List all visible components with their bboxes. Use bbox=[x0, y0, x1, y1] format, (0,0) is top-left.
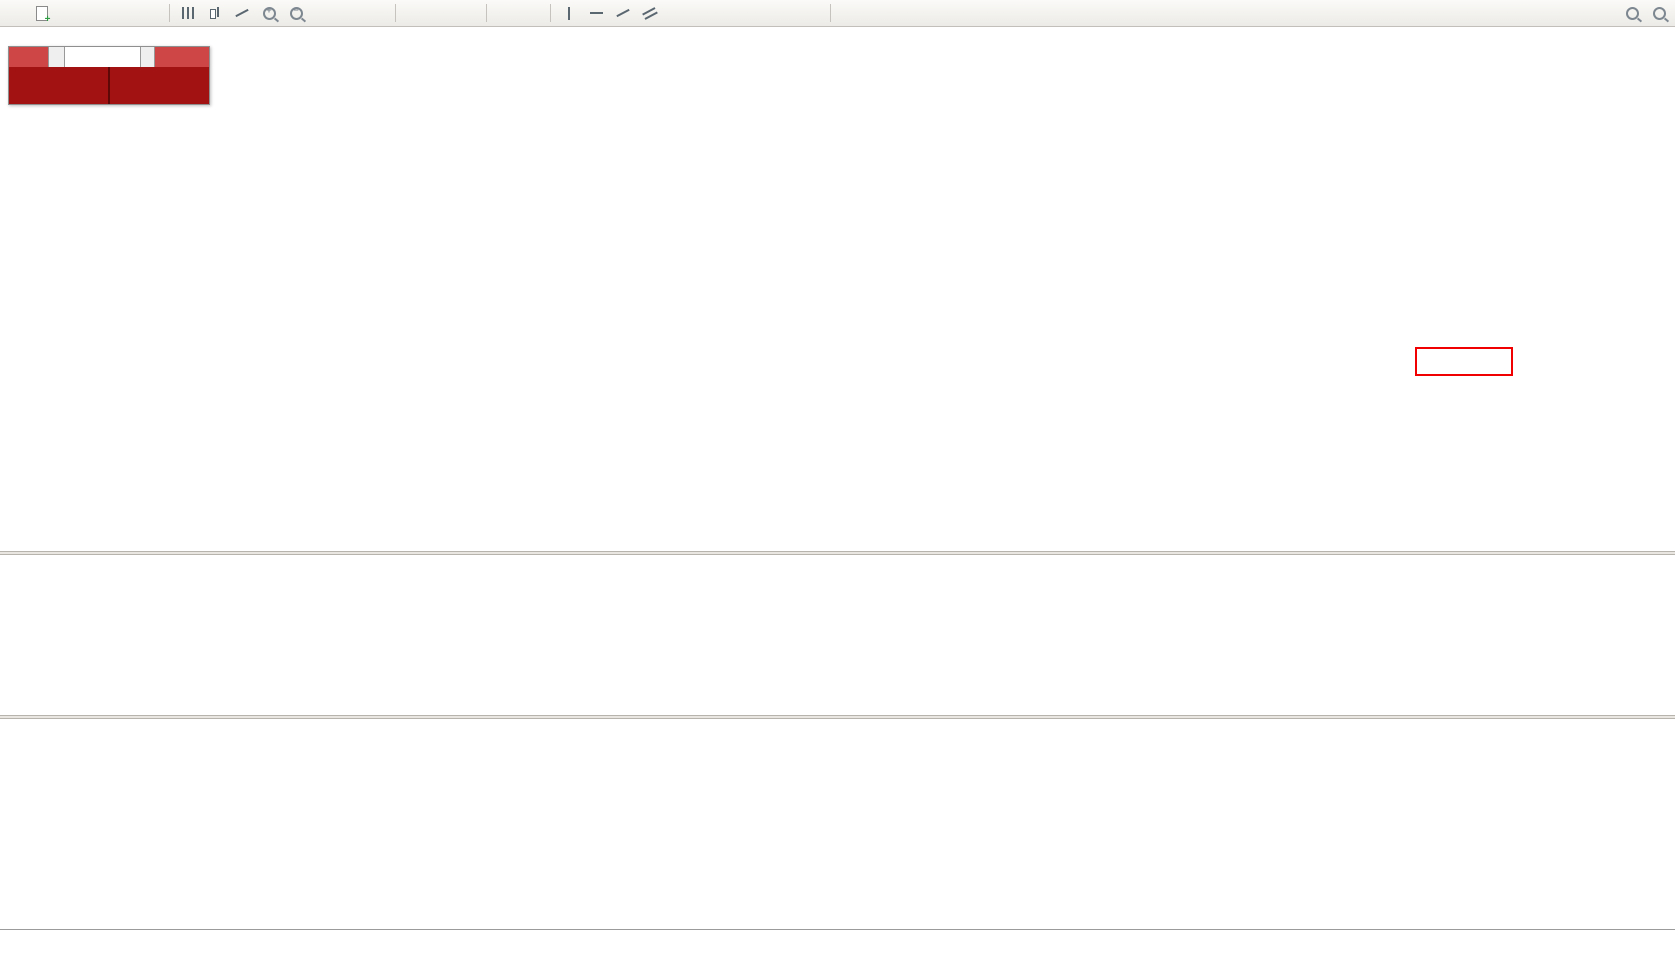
templates-button[interactable] bbox=[455, 2, 481, 24]
channel-icon bbox=[642, 6, 658, 20]
tf-m30[interactable] bbox=[881, 9, 895, 17]
candlestick-chart-icon bbox=[210, 6, 220, 20]
main-chart-canvas[interactable] bbox=[0, 27, 1675, 551]
label-tool-button[interactable] bbox=[745, 2, 771, 24]
volume-down-icon[interactable] bbox=[141, 57, 155, 67]
horizontal-line-icon bbox=[589, 12, 603, 14]
chart-search-button[interactable] bbox=[1619, 2, 1645, 24]
cursor-button[interactable] bbox=[492, 2, 518, 24]
indicators-button[interactable] bbox=[401, 2, 427, 24]
crosshair-button[interactable] bbox=[519, 2, 545, 24]
panel-resize-handle-macd[interactable] bbox=[0, 551, 1675, 555]
tf-h1[interactable] bbox=[896, 9, 910, 17]
zoom-in-button[interactable]: + bbox=[256, 2, 282, 24]
fibonacci-button[interactable] bbox=[691, 2, 717, 24]
tf-m5[interactable] bbox=[851, 9, 865, 17]
tf-m1[interactable] bbox=[836, 9, 850, 17]
bar-chart-icon bbox=[182, 7, 194, 19]
tf-mn[interactable] bbox=[956, 9, 970, 17]
zoom-out-icon: − bbox=[289, 5, 303, 20]
pitchfork-button[interactable] bbox=[664, 2, 690, 24]
panel-resize-handle-rsi[interactable] bbox=[0, 715, 1675, 719]
text-tool-button[interactable] bbox=[718, 2, 744, 24]
tile-windows-button[interactable] bbox=[310, 2, 336, 24]
volume-up-icon[interactable] bbox=[141, 47, 155, 57]
channel-button[interactable] bbox=[637, 2, 663, 24]
sell-button[interactable] bbox=[9, 47, 49, 67]
market-watch-button[interactable] bbox=[57, 2, 83, 24]
chart-scroll-button[interactable] bbox=[1646, 2, 1672, 24]
periods-button[interactable] bbox=[428, 2, 454, 24]
auto-trading-button[interactable] bbox=[138, 2, 164, 24]
shapes-button[interactable] bbox=[772, 2, 798, 24]
line-chart-button[interactable] bbox=[229, 2, 255, 24]
tf-w1[interactable] bbox=[941, 9, 955, 17]
new-order-icon bbox=[35, 5, 51, 25]
price-callout-box bbox=[1415, 347, 1513, 376]
one-click-trading-panel bbox=[8, 46, 210, 105]
new-order-button[interactable] bbox=[30, 2, 56, 25]
magnifier-icon bbox=[1652, 6, 1666, 20]
volume-stepper bbox=[140, 47, 156, 67]
toolbar-separator bbox=[395, 4, 396, 22]
chart-region bbox=[0, 27, 1675, 953]
line-chart-icon bbox=[235, 8, 249, 18]
trendline-button[interactable] bbox=[610, 2, 636, 24]
new-chart-button[interactable] bbox=[3, 2, 29, 24]
volume-input[interactable] bbox=[64, 47, 141, 67]
toolbar-separator bbox=[830, 4, 831, 22]
macd-canvas[interactable] bbox=[0, 555, 1675, 715]
search-icon bbox=[1625, 6, 1639, 20]
tf-m15[interactable] bbox=[866, 9, 880, 17]
buy-button[interactable] bbox=[155, 47, 209, 67]
main-toolbar: + − bbox=[0, 0, 1675, 27]
tf-h4[interactable] bbox=[911, 9, 925, 17]
buy-price-button[interactable] bbox=[110, 67, 209, 104]
bars-chart-button[interactable] bbox=[175, 2, 201, 24]
arrange-windows-button[interactable] bbox=[364, 2, 390, 24]
navigator-button[interactable] bbox=[111, 2, 137, 24]
vertical-line-icon bbox=[568, 6, 570, 20]
toolbar-separator bbox=[169, 4, 170, 22]
time-axis[interactable] bbox=[0, 929, 1675, 953]
horizontal-line-button[interactable] bbox=[583, 2, 609, 24]
zoom-out-button[interactable]: − bbox=[283, 2, 309, 24]
arrows-button[interactable] bbox=[799, 2, 825, 24]
toolbar-separator bbox=[486, 4, 487, 22]
trendline-icon bbox=[616, 8, 630, 18]
tf-d1[interactable] bbox=[926, 9, 940, 17]
toolbar-separator bbox=[550, 4, 551, 22]
cascade-windows-button[interactable] bbox=[337, 2, 363, 24]
price-divider bbox=[108, 67, 110, 104]
candlestick-chart-button[interactable] bbox=[202, 2, 228, 24]
data-window-button[interactable] bbox=[84, 2, 110, 24]
zoom-in-icon: + bbox=[262, 5, 276, 20]
volume-dropdown-button[interactable] bbox=[48, 47, 65, 67]
sell-price-button[interactable] bbox=[9, 67, 108, 104]
vertical-line-button[interactable] bbox=[556, 2, 582, 24]
rsi-canvas[interactable] bbox=[0, 719, 1675, 929]
